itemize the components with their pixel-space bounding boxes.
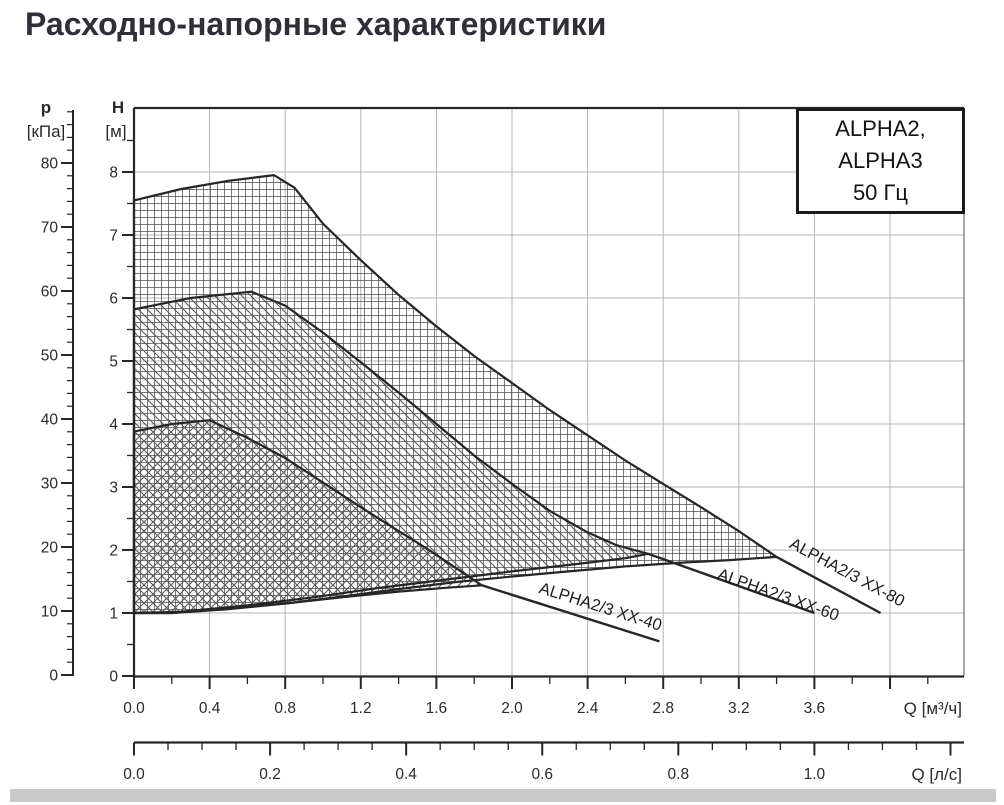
pressure-tick-label: 0	[49, 668, 58, 685]
head-tick-label: 6	[109, 291, 118, 308]
flow-ls-axis-unit: Q [л/с]	[911, 765, 962, 784]
flow-m3h-tick-label: 1.2	[350, 700, 372, 717]
pressure-tick-label: 40	[41, 412, 59, 429]
flow-ls-tick-label: 1.0	[804, 766, 826, 783]
flow-m3h-tick-label: 2.0	[501, 700, 523, 717]
region-outline-xx-60	[132, 290, 650, 615]
flow-ls-tick-label: 0.4	[395, 766, 417, 783]
region-hatches	[134, 175, 777, 613]
region-hatch-xx-40	[134, 420, 482, 613]
pressure-tick-label: 60	[41, 284, 59, 301]
series-tail-xx-40	[481, 584, 660, 643]
head-tick-label: 5	[109, 354, 118, 371]
flow-ls-tick-label: 0.8	[668, 766, 690, 783]
series-label-xx-60: ALPHA2/3 XX-60	[715, 565, 841, 625]
pressure-tick-label: 30	[41, 476, 59, 493]
legend-line-frequency: 50 Гц	[852, 179, 909, 205]
region-outline-xx-40	[132, 419, 483, 615]
pressure-axis-unit: [кПа]	[27, 122, 66, 141]
flow-m3h-tick-label: 0.0	[123, 700, 145, 717]
series-tail-xx-80	[776, 555, 882, 615]
flow-m3h-tick-label: 1.6	[426, 700, 448, 717]
head-tick-label: 8	[109, 165, 118, 182]
head-tick-label: 7	[109, 228, 118, 245]
flow-m3h-tick-label: 0.8	[274, 700, 296, 717]
pressure-tick-label: 10	[41, 604, 59, 621]
flow-ls-tick-label: 0.6	[531, 766, 553, 783]
legend-line-models-1: ALPHA2,	[835, 116, 926, 142]
legend-line-models-2: ALPHA3	[838, 148, 923, 174]
flow-m3h-tick-label: 2.8	[652, 700, 674, 717]
flow-ls-tick-label: 0.2	[259, 766, 281, 783]
series-label-xx-40: ALPHA2/3 XX-40	[537, 579, 664, 635]
head-tick-label: 4	[109, 417, 118, 434]
flow-m3h-axis-unit: Q [м³/ч]	[904, 699, 962, 718]
chart-legend: ALPHA2, ALPHA3 50 Гц	[796, 108, 965, 214]
flow-m3h-tick-label: 3.6	[804, 700, 826, 717]
pressure-tick-label: 80	[41, 156, 59, 173]
head-tick-label: 3	[109, 480, 118, 497]
flow-ls-tick-label: 0.0	[123, 766, 145, 783]
flow-m3h-tick-label: 3.2	[728, 700, 750, 717]
axis-text: 0 1 2 3 4 5 6 7 8 H [м] 0 10 20 30 40 50 60 70 80 p [кПа] 0.0 0…	[27, 98, 962, 784]
flow-m3h-tick-label: 2.4	[577, 700, 599, 717]
head-tick-label: 2	[109, 543, 118, 560]
pressure-tick-label: 20	[41, 540, 59, 557]
pressure-tick-label: 50	[41, 348, 59, 365]
flow-m3h-tick-label: 0.4	[199, 700, 221, 717]
pressure-axis-name: p	[41, 98, 51, 117]
head-axis-unit: [м]	[105, 122, 126, 141]
head-tick-label: 0	[109, 669, 118, 686]
head-axis-name: H	[112, 98, 124, 117]
pressure-tick-label: 70	[41, 220, 59, 237]
footer-divider-bar	[10, 789, 996, 802]
series-tail-xx-60	[647, 552, 815, 615]
region-outlines	[132, 174, 778, 615]
head-tick-label: 1	[109, 606, 118, 623]
page-title: Расходно-напорные характеристики	[25, 6, 607, 42]
